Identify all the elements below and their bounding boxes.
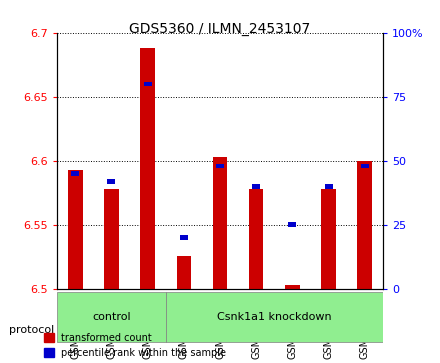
Bar: [144, 82, 152, 86]
Legend: transformed count, percentile rank within the sample: transformed count, percentile rank withi…: [40, 329, 230, 362]
Bar: [288, 223, 296, 227]
Bar: [357, 161, 372, 289]
Bar: [361, 164, 369, 168]
Bar: [213, 157, 227, 289]
Text: protocol: protocol: [9, 325, 54, 335]
FancyBboxPatch shape: [57, 291, 166, 342]
Bar: [140, 48, 155, 289]
Bar: [321, 189, 336, 289]
Bar: [176, 256, 191, 289]
Bar: [104, 189, 119, 289]
Bar: [249, 189, 264, 289]
Bar: [216, 164, 224, 168]
Text: control: control: [92, 312, 131, 322]
Bar: [68, 170, 83, 289]
FancyBboxPatch shape: [166, 291, 383, 342]
Bar: [71, 171, 79, 176]
Bar: [252, 184, 260, 189]
Bar: [180, 235, 188, 240]
Bar: [325, 184, 333, 189]
Bar: [107, 179, 115, 184]
Text: Csnk1a1 knockdown: Csnk1a1 knockdown: [217, 312, 332, 322]
Bar: [285, 285, 300, 289]
Text: GDS5360 / ILMN_2453107: GDS5360 / ILMN_2453107: [129, 22, 311, 36]
